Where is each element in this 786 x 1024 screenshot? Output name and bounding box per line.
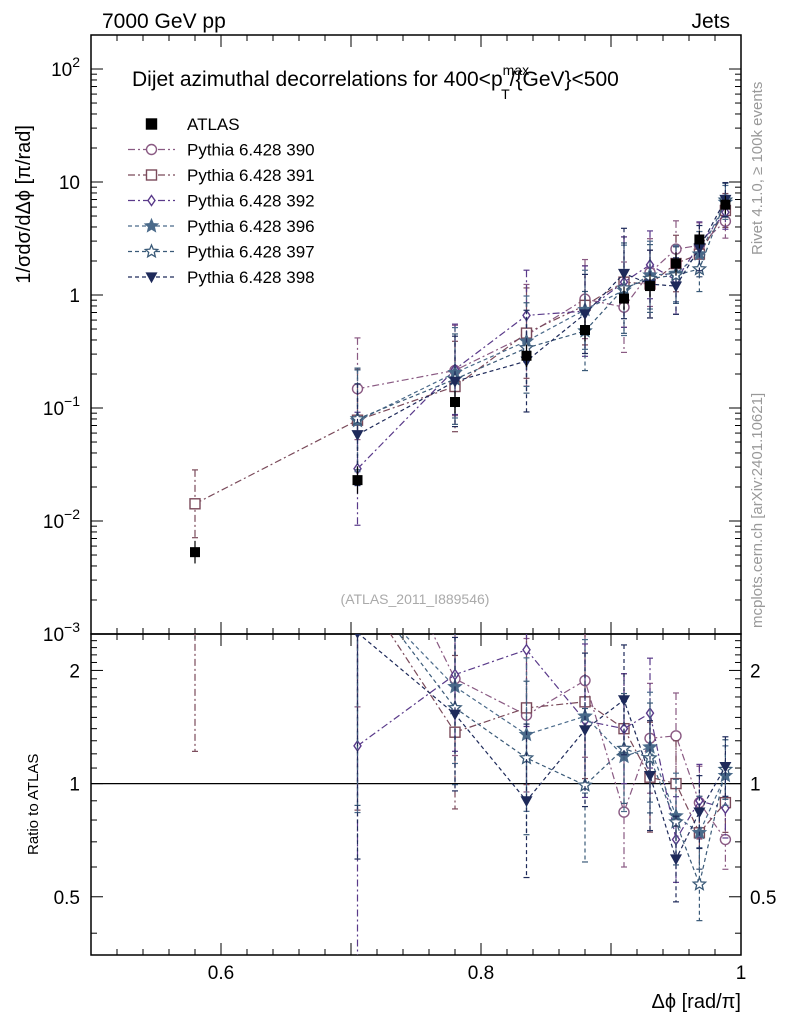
header-left: 7000 GeV pp [102,10,226,33]
ratio-series-6-point [669,854,683,866]
data-point [694,234,705,245]
y-axis-label: 1/σdσ/dΔϕ [π/rad] [13,125,35,284]
ratio-series-1-point [719,833,732,846]
ratio-series-6-point [693,807,706,819]
data-point [521,350,532,361]
title-sup: max [503,62,529,78]
ratio-tick-label-right: 1 [750,775,761,796]
data-point [352,475,363,486]
ratio-plot-area [190,573,734,955]
ratio-series-2-point [353,579,363,589]
ratio-series-5-point [691,876,708,891]
legend-marker [145,169,158,181]
legend-label: Pythia 6.428 396 [187,217,315,236]
x-tick-label: 0.8 [468,963,494,984]
ratio-series-3-line [357,649,726,842]
series-6-point [617,268,631,280]
ratio-series-6-point [578,725,592,737]
ratio-series-6-point [719,761,732,773]
ratio-tick-label-left: 0.5 [54,888,80,909]
series-6-point [351,430,364,441]
x-tick-label: 0.6 [208,963,234,984]
legend-label: Pythia 6.428 392 [187,192,315,211]
ratio-series-4-point [351,580,363,592]
axes-ticks: 0.6 0.8 1 10−3 10−2 10−1 1 10 102 0.5 0.5 1 1 2 2 [43,34,776,984]
ratio-tick-label-right: 0.5 [750,888,776,909]
series-2-point [189,498,201,510]
y-tick-label: 10 [59,173,80,194]
ratio-series-3-point [522,643,531,656]
ratio-frame [90,633,742,956]
legend-label: Pythia 6.428 391 [187,166,315,185]
ratio-series-2-point [190,618,200,628]
series-4-line [357,202,726,422]
data-point [450,397,460,408]
y-tick-label: 10−1 [43,393,80,420]
legend-marker [147,194,156,207]
legend: ATLAS Pythia 6.428 390 Pythia 6.428 391 Pyt… [128,115,315,287]
y-tick-label: 1 [69,286,80,307]
series-6-point [448,376,462,388]
ratio-series-6-point [617,695,631,707]
data-point [720,199,731,210]
series-6-point [578,309,592,321]
ratio-tick-label-left: 2 [69,661,80,682]
series-3-line [357,211,726,470]
data-point [619,293,629,304]
ratio-series-1-line [432,634,726,840]
x-axis-label: Δϕ [rad/π] [652,991,742,1013]
title-sub: T [501,86,510,102]
series-6-point [669,281,683,293]
analysis-tag: (ATLAS_2011_I889546) [341,591,490,607]
series-2-line [194,210,726,505]
legend-marker-data [145,118,158,130]
mcplots-note: mcplots.cern.ch [arXiv:2401.10621] [749,393,766,628]
rivet-note: Rivet 4.1.0, ≥ 100k events [749,82,766,255]
legend-label: Pythia 6.428 397 [187,243,315,262]
ratio-tick-label-right: 2 [750,661,761,682]
legend-label-data: ATLAS [187,115,240,134]
ratio-series-6-point [354,634,361,639]
ratio-series-6-point [520,796,533,808]
data-point [190,547,200,558]
y-tick-label: 10−2 [43,506,80,533]
ratio-series-1-point [670,730,682,742]
legend-label: Pythia 6.428 390 [187,141,315,160]
data-point [580,325,590,336]
legend-marker [145,143,158,156]
chart-title: Dijet azimuthal decorrelations for 400<p… [132,62,619,102]
x-tick-label: 1 [736,963,747,984]
data-point [645,281,655,292]
series-5-line [357,199,726,420]
y-tick-label: 102 [51,54,80,81]
ratio-y-axis-label: Ratio to ATLAS [25,754,42,855]
ratio-series-6-point [448,709,462,721]
y-tick-label: 10−3 [43,619,80,646]
header-right: Jets [691,10,730,33]
series-1-line [357,220,726,390]
ratio-series-2-line [389,634,726,834]
ratio-series-4-line [403,634,726,834]
main-plot-area [189,181,734,564]
ratio-series-6-point [643,771,657,782]
ratio-tick-label-left: 1 [69,775,80,796]
data-point [671,258,681,269]
ratio-series-5-point [351,573,363,585]
ratio-series-6-line [358,634,726,861]
series-6-line [357,199,726,436]
legend-marker [145,272,158,284]
legend-marker [143,217,160,233]
legend-marker [143,243,160,259]
legend-label: Pythia 6.428 398 [187,268,315,287]
